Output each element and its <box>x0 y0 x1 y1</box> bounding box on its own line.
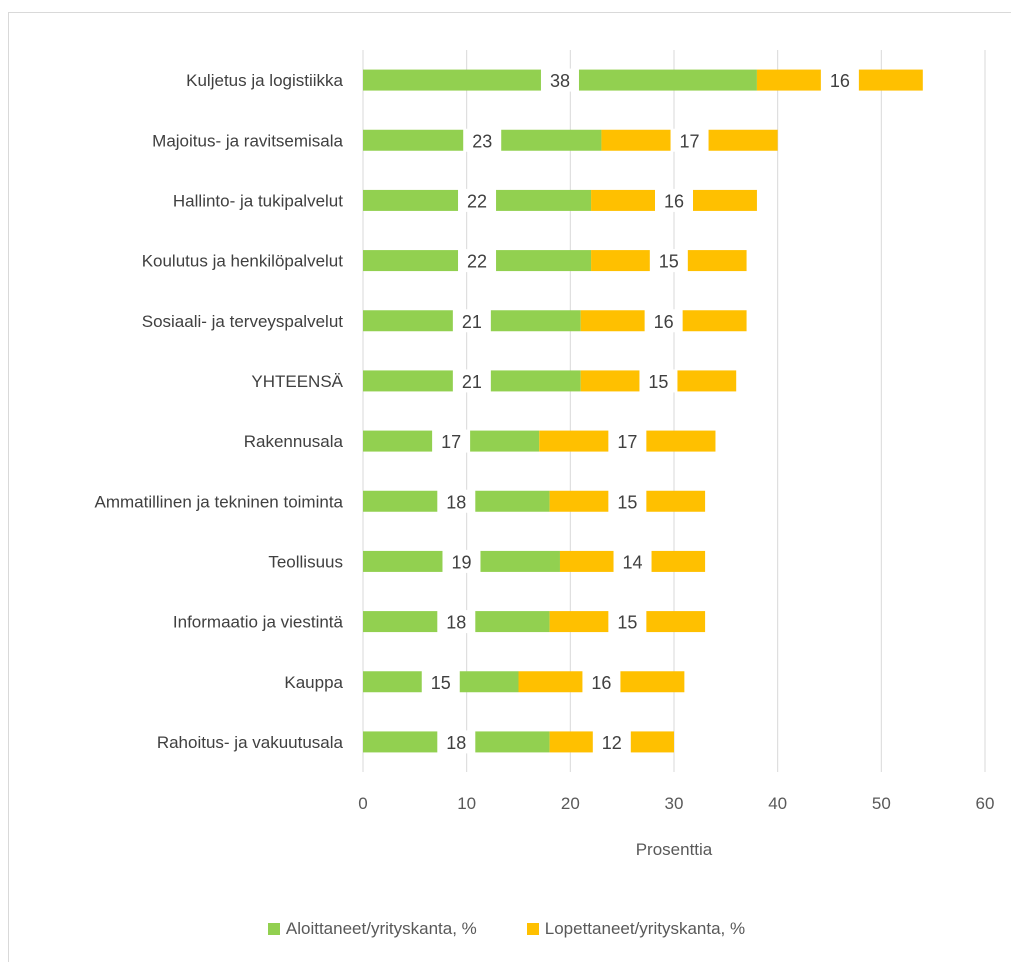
legend-swatch-series-0 <box>268 923 280 935</box>
data-label: 17 <box>680 131 700 151</box>
legend-label-series-0: Aloittaneet/yrityskanta, % <box>286 919 477 939</box>
data-label: 19 <box>451 552 471 572</box>
data-label: 15 <box>648 372 668 392</box>
category-label: Rakennusala <box>244 432 344 451</box>
category-label: Hallinto- ja tukipalvelut <box>173 191 343 210</box>
data-label: 15 <box>659 252 679 272</box>
data-label: 15 <box>431 673 451 693</box>
category-label: Rahoitus- ja vakuutusala <box>157 733 344 752</box>
x-axis-title: Prosenttia <box>636 840 713 859</box>
data-label: 16 <box>664 191 684 211</box>
category-label: Kuljetus ja logistiikka <box>186 71 343 90</box>
data-label: 18 <box>446 733 466 753</box>
legend-item-series-1: Lopettaneet/yrityskanta, % <box>527 919 745 939</box>
legend-swatch-series-1 <box>527 923 539 935</box>
x-tick-label: 10 <box>457 794 476 813</box>
data-label: 16 <box>830 71 850 91</box>
x-tick-label: 40 <box>768 794 787 813</box>
data-label: 22 <box>467 252 487 272</box>
data-label: 21 <box>462 312 482 332</box>
category-label: Teollisuus <box>268 552 343 571</box>
data-label: 15 <box>617 492 637 512</box>
x-tick-label: 30 <box>665 794 684 813</box>
category-label: Kauppa <box>284 673 343 692</box>
category-label: Majoitus- ja ravitsemisala <box>152 131 343 150</box>
x-tick-label: 60 <box>976 794 995 813</box>
data-label: 12 <box>602 733 622 753</box>
data-label: 18 <box>446 613 466 633</box>
data-label: 15 <box>617 613 637 633</box>
x-tick-label: 20 <box>561 794 580 813</box>
data-label: 18 <box>446 492 466 512</box>
x-tick-label: 50 <box>872 794 891 813</box>
x-tick-label: 0 <box>358 794 367 813</box>
data-label: 23 <box>472 131 492 151</box>
category-label: Informaatio ja viestintä <box>173 613 344 632</box>
data-label: 21 <box>462 372 482 392</box>
data-label: 16 <box>591 673 611 693</box>
legend: Aloittaneet/yrityskanta, % Lopettaneet/y… <box>0 919 1013 939</box>
category-label: Sosiaali- ja terveyspalvelut <box>142 312 344 331</box>
data-label: 38 <box>550 71 570 91</box>
data-label: 17 <box>617 432 637 452</box>
data-label: 22 <box>467 191 487 211</box>
legend-item-series-0: Aloittaneet/yrityskanta, % <box>268 919 477 939</box>
bar-chart: 0 10 20 30 40 50 60 Kuljetus ja logistiikka 38 16… <box>0 0 1013 900</box>
data-label: 14 <box>623 552 643 572</box>
bars <box>363 69 923 754</box>
category-label: YHTEENSÄ <box>251 372 343 391</box>
gridlines <box>363 50 985 772</box>
category-label: Ammatillinen ja tekninen toiminta <box>94 492 343 511</box>
data-label: 17 <box>441 432 461 452</box>
data-label: 16 <box>654 312 674 332</box>
category-label: Koulutus ja henkilöpalvelut <box>142 252 344 271</box>
legend-label-series-1: Lopettaneet/yrityskanta, % <box>545 919 745 939</box>
